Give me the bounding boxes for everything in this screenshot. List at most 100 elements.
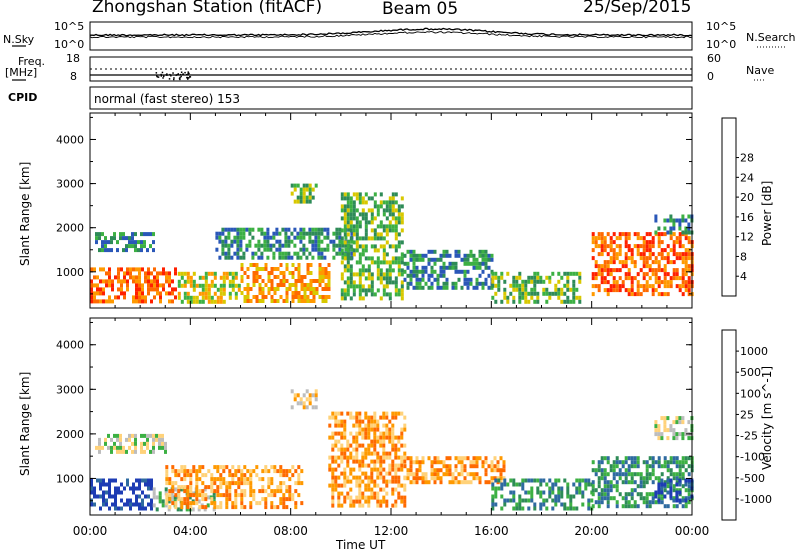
echo-cell [186,493,190,498]
echo-cell [335,227,339,232]
echo-cell [361,431,365,436]
echo-cell [343,268,347,273]
echo-cell [120,482,123,487]
echo-cell [681,432,685,437]
echo-cell [291,291,295,295]
echo-cell [189,477,193,482]
echo-cell [343,224,347,229]
echo-cell [448,464,452,469]
echo-cell [497,279,501,284]
echo-cell [293,187,297,192]
echo-cell [352,292,356,297]
echo-cell [180,477,184,482]
echo-cell [108,494,111,499]
echo-cell [478,476,482,481]
echo-cell [107,433,110,438]
echo-cell [385,479,389,484]
echo-cell [373,228,377,233]
echo-cell [361,463,365,468]
echo-cell [110,445,113,450]
echo-cell [466,285,470,290]
echo-cell [557,494,561,499]
echo-cell [572,283,576,288]
echo-cell [141,287,144,292]
freq-dot [186,76,188,79]
echo-cell [135,498,138,503]
echo-cell [135,299,138,304]
echo-cell [394,411,398,416]
echo-cell [457,456,461,461]
echo-cell [621,472,625,477]
echo-cell [618,284,622,289]
echo-cell [548,275,552,280]
echo-cell [367,236,371,241]
echo-cell [239,235,243,240]
echo-cell [394,236,398,241]
echo-cell [436,472,440,477]
echo-cell [327,271,331,275]
echo-cell [174,287,177,292]
echo-cell [430,460,434,465]
echo-cell [340,423,344,428]
echo-cell [284,231,288,236]
echo-cell [603,244,607,249]
echo-cell [490,257,494,262]
echo-cell [672,276,676,281]
echo-cell [110,437,113,442]
echo-cell [394,208,398,213]
echo-cell [135,275,138,280]
echo-cell [114,478,117,483]
echo-cell [212,495,216,500]
echo-cell [499,476,503,481]
echo-cell [340,419,344,424]
echo-cell [174,501,178,506]
echo-cell [302,401,306,406]
echo-cell [627,276,631,281]
echo-cell [101,232,104,237]
echo-cell [285,299,289,303]
echo-cell [264,267,268,271]
echo-cell [113,445,116,450]
echo-cell [162,283,165,288]
echo-cell [165,291,168,296]
echo-cell [290,191,294,196]
echo-cell [615,500,619,505]
echo-cell [615,460,619,465]
echo-cell [349,455,353,460]
echo-cell [642,272,646,277]
echo-cell [210,283,214,288]
echo-cell [672,432,676,437]
echo-cell [675,268,679,273]
echo-cell [204,473,208,478]
echo-cell [627,500,631,505]
echo-cell [603,496,607,501]
echo-cell [481,249,485,254]
echo-cell [93,490,96,495]
echo-cell [308,199,312,204]
echo-cell [150,271,153,276]
echo-cell [527,506,531,511]
echo-cell [636,252,640,257]
echo-cell [288,477,292,482]
echo-cell [376,268,380,273]
echo-cell [293,397,297,402]
echo-cell [397,455,401,460]
echo-cell [594,276,598,281]
echo-cell [373,248,377,253]
echo-cell [521,482,525,487]
echo-cell [548,478,552,483]
echo-cell [312,287,316,291]
echo-cell [448,261,452,266]
echo-cell [367,256,371,261]
echo-cell [299,397,303,402]
echo-cell [252,271,256,275]
echo-cell [358,288,362,293]
echo-cell [164,487,168,492]
echo-cell [684,226,688,231]
nave-tick-bottom: 0 [707,70,714,83]
echo-cell [276,275,280,279]
echo-cell [648,248,652,253]
echo-cell [263,231,267,236]
echo-cell [228,489,232,494]
beam-label: Beam 05 [382,0,459,19]
